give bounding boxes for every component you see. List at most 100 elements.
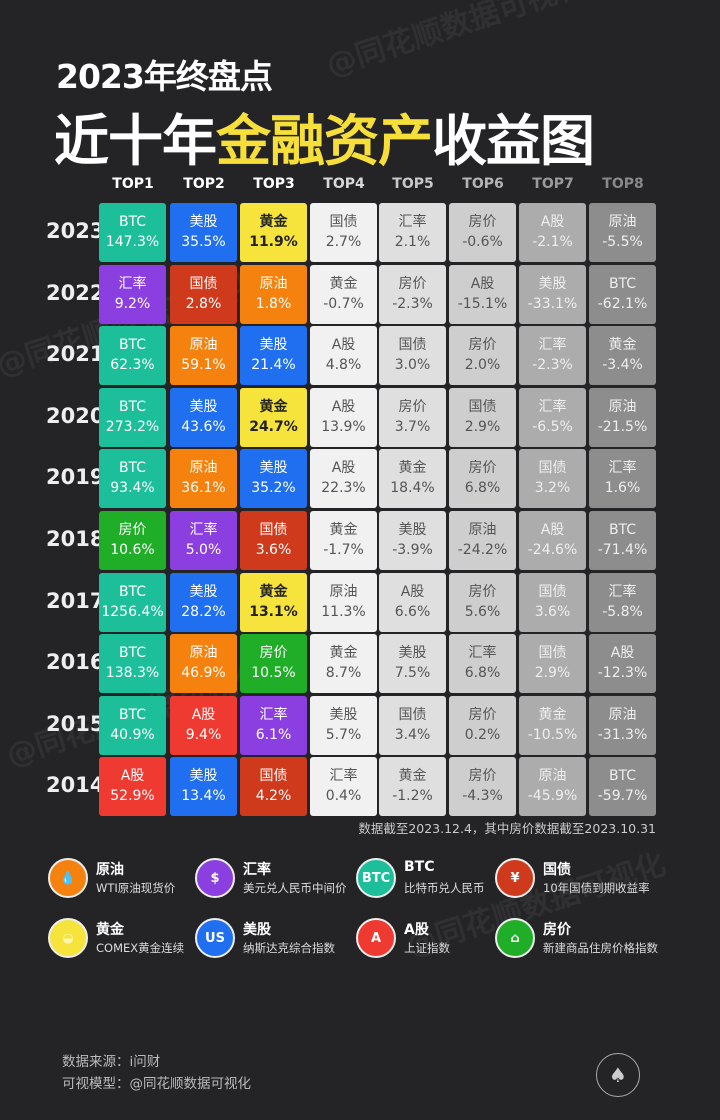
asset-name: BTC (118, 583, 147, 600)
footer-source: 数据来源：i问财 (62, 1054, 161, 1070)
return-value: -2.3% (392, 295, 433, 312)
table-cell: BTC 62.3% (99, 326, 166, 386)
asset-name: 国债 (398, 706, 427, 723)
table-cell: 原油 -21.5% (589, 387, 656, 447)
table-cell: 美股 5.7% (310, 695, 377, 755)
table-cell: 原油 -45.9% (519, 757, 586, 817)
asset-name: A股 (400, 583, 425, 600)
table-cell: 国债 2.9% (449, 387, 516, 447)
return-value: -1.7% (323, 542, 364, 558)
return-value: 8.7% (325, 665, 362, 682)
asset-name: BTC (118, 645, 147, 662)
return-value: 59.1% (181, 357, 226, 374)
oil-drop-icon: 💧 (48, 858, 88, 898)
year-label: 2023 (46, 219, 105, 243)
return-value: -3.9% (392, 542, 433, 558)
table-cell: 黄金 18.4% (379, 449, 446, 509)
table-cell: BTC -71.4% (589, 511, 656, 570)
legend-name: 房价 (543, 922, 571, 938)
return-value: -59.7% (597, 788, 648, 805)
table-cell: 房价 10.6% (99, 511, 166, 570)
column-header: TOP4 (323, 176, 365, 192)
asset-name: BTC (608, 275, 637, 292)
asset-name: 美股 (398, 522, 427, 538)
asset-name: BTC (608, 768, 637, 785)
column-header: TOP8 (602, 176, 644, 192)
asset-name: 原油 (468, 522, 497, 538)
table-cell: 国债 3.0% (379, 326, 446, 386)
return-value: 11.9% (249, 234, 298, 250)
table-cell: 汇率 -5.8% (589, 572, 656, 632)
asset-name: BTC (118, 398, 147, 415)
legend-desc: 上证指数 (404, 941, 450, 955)
asset-name: BTC (118, 706, 147, 723)
return-value: -5.8% (602, 603, 643, 620)
legend-item: A A股 上证指数 (356, 918, 516, 962)
return-value: -10.5% (527, 726, 578, 743)
asset-name: 原油 (608, 706, 637, 723)
table-cell: 原油 -24.2% (449, 511, 516, 570)
return-value: -24.6% (527, 542, 578, 558)
asset-name: BTC (608, 522, 637, 538)
table-cell: 房价 10.5% (240, 634, 307, 694)
table-cell: 汇率 5.0% (170, 511, 237, 570)
table-cell: 房价 2.0% (449, 326, 516, 386)
asset-name: 房价 (468, 337, 497, 354)
table-cell: 房价 0.2% (449, 695, 516, 755)
return-value: 5.6% (464, 603, 501, 620)
table-cell: 黄金 -3.4% (589, 326, 656, 386)
table-cell: BTC 147.3% (99, 203, 166, 262)
table-cell: A股 9.4% (170, 695, 237, 755)
table-cell: 国债 2.8% (170, 264, 237, 324)
asset-name: 黄金 (398, 460, 427, 477)
legend-desc: WTI原油现货价 (96, 881, 176, 895)
table-cell: 黄金 13.1% (240, 572, 307, 632)
table-cell: 原油 -31.3% (589, 695, 656, 755)
asset-name: 汇率 (538, 398, 567, 415)
return-value: 18.4% (390, 480, 435, 497)
table-cell: 汇率 1.6% (589, 449, 656, 509)
column-header: TOP2 (183, 176, 225, 192)
table-cell: 房价 3.7% (379, 387, 446, 447)
asset-name: 房价 (468, 460, 497, 477)
asset-name: 国债 (259, 522, 288, 538)
column-header: TOP3 (253, 176, 295, 192)
return-value: 2.1% (394, 234, 431, 250)
legend-name: A股 (404, 922, 429, 938)
table-cell: A股 22.3% (310, 449, 377, 509)
return-value: -33.1% (527, 295, 578, 312)
asset-name: 美股 (259, 337, 288, 354)
asset-name: 原油 (189, 645, 218, 662)
return-value: -21.5% (597, 418, 648, 435)
asset-name: 汇率 (259, 706, 288, 723)
return-value: 9.2% (114, 295, 151, 312)
legend-desc: 新建商品住房价格指数 (543, 941, 658, 955)
asset-name: A股 (120, 768, 145, 785)
return-value: -6.5% (532, 418, 573, 435)
return-value: 9.4% (185, 726, 222, 743)
table-cell: BTC 40.9% (99, 695, 166, 755)
table-cell: 原油 11.3% (310, 572, 377, 632)
return-value: 3.2% (534, 480, 571, 497)
main-title: 近十年金融资产收益图 (54, 96, 595, 176)
column-header: TOP7 (532, 176, 574, 192)
asset-name: A股 (331, 460, 356, 477)
asset-name: 黄金 (259, 214, 288, 230)
table-cell: 美股 28.2% (170, 572, 237, 632)
table-cell: 黄金 -1.2% (379, 757, 446, 817)
return-value: 10.6% (110, 542, 155, 558)
asset-name: 原油 (189, 337, 218, 354)
legend-name: 美股 (243, 922, 271, 938)
asset-name: 国债 (538, 645, 567, 662)
legend-item: ⌂ 房价 新建商品住房价格指数 (495, 918, 658, 962)
return-value: 62.3% (110, 357, 155, 374)
asset-name: 汇率 (468, 645, 497, 662)
return-value: 2.7% (325, 234, 362, 250)
asset-name: 原油 (189, 460, 218, 477)
return-value: -2.1% (532, 234, 573, 250)
return-value: 6.8% (464, 480, 501, 497)
return-value: -15.1% (457, 295, 508, 312)
return-value: 13.1% (249, 603, 298, 620)
table-cell: A股 -2.1% (519, 203, 586, 262)
table-cell: A股 4.8% (310, 326, 377, 386)
